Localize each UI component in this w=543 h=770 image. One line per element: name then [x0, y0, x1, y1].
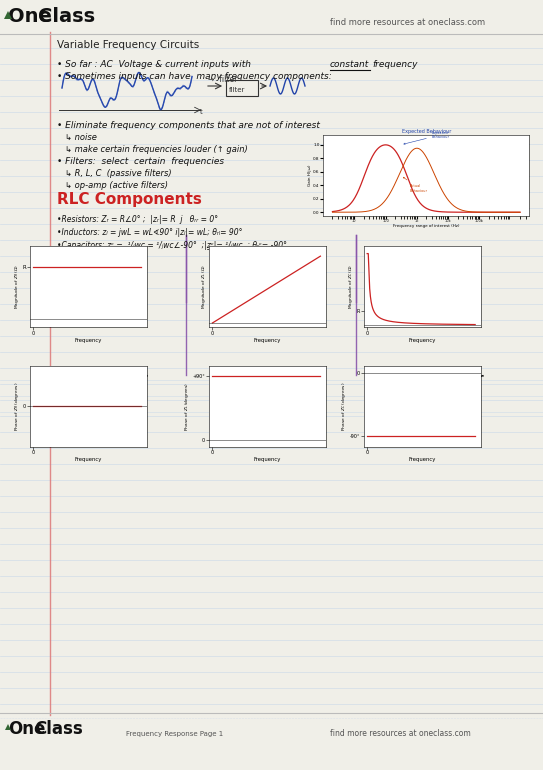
Text: Resistor: Resistor — [87, 372, 149, 385]
Actual Behaviour — [414, 144, 420, 153]
Text: Capacitor: Capacitor — [412, 372, 484, 385]
Y-axis label: Phase of $Z_C$ (degrees): Phase of $Z_C$ (degrees) — [340, 381, 348, 431]
Text: Actual
Behaviour: Actual Behaviour — [403, 177, 428, 193]
Text: RLC Components: RLC Components — [57, 192, 202, 207]
Y-axis label: Magnitude of $Z_L$ (Ω): Magnitude of $Z_L$ (Ω) — [200, 264, 207, 310]
X-axis label: Frequency: Frequency — [74, 457, 102, 462]
Line: Expected Behaviour: Expected Behaviour — [332, 145, 520, 213]
Y-axis label: Phase of $Z_R$ (degrees): Phase of $Z_R$ (degrees) — [14, 381, 22, 431]
Text: find more resources at oneclass.com: find more resources at oneclass.com — [330, 18, 485, 27]
X-axis label: Frequency: Frequency — [254, 337, 281, 343]
Text: →  filter: → filter — [208, 75, 237, 84]
Title: Expected Behaviour: Expected Behaviour — [402, 129, 451, 134]
X-axis label: Frequency: Frequency — [408, 457, 436, 462]
X-axis label: Frequency: Frequency — [408, 337, 436, 343]
Expected Behaviour — [465, 208, 471, 217]
Text: Frequency Response Page 1: Frequency Response Page 1 — [127, 731, 224, 737]
Text: •Inductors: zₗ = jwL = wL∢90° i|zₗ|= wL; θᵣₗ= 90°: •Inductors: zₗ = jwL = wL∢90° i|zₗ|= wL;… — [57, 228, 243, 237]
Text: One: One — [8, 720, 46, 738]
Text: t: t — [200, 109, 203, 115]
Line: Actual Behaviour: Actual Behaviour — [332, 149, 520, 213]
Y-axis label: Magnitude of $Z_R$ (Ω): Magnitude of $Z_R$ (Ω) — [13, 264, 21, 310]
Expected Behaviour — [466, 208, 472, 217]
Expected Behaviour — [391, 145, 397, 154]
X-axis label: Frequency range of interest (Hz): Frequency range of interest (Hz) — [393, 225, 459, 229]
Y-axis label: Gain H(jω): Gain H(jω) — [308, 165, 312, 186]
Text: frequency: frequency — [372, 60, 418, 69]
Y-axis label: Magnitude of $Z_C$ (Ω): Magnitude of $Z_C$ (Ω) — [347, 264, 355, 310]
Expected Behaviour — [329, 207, 336, 216]
Actual Behaviour — [466, 207, 472, 216]
Text: • Filters:  select  certain  frequencies: • Filters: select certain frequencies — [57, 157, 224, 166]
Text: • Eliminate frequency components that are not of interest: • Eliminate frequency components that ar… — [57, 121, 320, 130]
Bar — [226, 80, 258, 96]
Actual Behaviour — [517, 208, 523, 217]
Text: Expected
Behaviour: Expected Behaviour — [404, 131, 450, 144]
Actual Behaviour — [352, 207, 358, 216]
Text: •Capacitors: ẕᶜ =  ¹/ⱼwc = ¹/ⱼwc∠-90°  ;|ẕᶜ|= ¹/ⱼwc  ; θᵣᶜ= -90°: •Capacitors: ẕᶜ = ¹/ⱼwc = ¹/ⱼwc∠-90° ;|ẕ… — [57, 241, 287, 250]
Text: One: One — [8, 7, 52, 26]
Actual Behaviour — [447, 199, 454, 208]
Expected Behaviour — [382, 140, 389, 149]
Text: Class: Class — [38, 7, 95, 26]
Text: • Sometimes inputs can have  many frequency components:: • Sometimes inputs can have many frequen… — [57, 72, 332, 81]
Expected Behaviour — [404, 172, 411, 181]
Text: • So far : AC  Voltage & current inputs with: • So far : AC Voltage & current inputs w… — [57, 60, 257, 69]
Expected Behaviour — [517, 208, 523, 217]
Text: Class: Class — [34, 720, 83, 738]
Text: filter: filter — [229, 87, 245, 93]
Text: ↳ op-amp (active filters): ↳ op-amp (active filters) — [65, 181, 168, 190]
Y-axis label: Phase of $Z_L$ (degrees): Phase of $Z_L$ (degrees) — [183, 382, 191, 430]
Actual Behaviour — [329, 208, 336, 217]
Actual Behaviour — [390, 182, 397, 191]
X-axis label: Frequency: Frequency — [74, 337, 102, 343]
Text: Variable Frequency Circuits: Variable Frequency Circuits — [57, 40, 199, 50]
Text: •Resistors: Zᵣ = R∠0° ;  |zᵣ|= R  j   θᵣᵣ = 0°: •Resistors: Zᵣ = R∠0° ; |zᵣ|= R j θᵣᵣ = … — [57, 215, 218, 224]
Expected Behaviour — [352, 192, 358, 202]
Actual Behaviour — [465, 207, 471, 216]
Text: ↳ make certain frequencies louder (↑ gain): ↳ make certain frequencies louder (↑ gai… — [65, 145, 248, 154]
Text: ↳ noise: ↳ noise — [65, 133, 97, 142]
Expected Behaviour — [447, 207, 454, 216]
Text: Inductor: Inductor — [239, 372, 302, 385]
Text: find more resources at oneclass.com: find more resources at oneclass.com — [330, 729, 471, 738]
X-axis label: Frequency: Frequency — [254, 457, 281, 462]
Text: ↳ R, L, C  (passive filters): ↳ R, L, C (passive filters) — [65, 169, 172, 178]
Text: constant: constant — [330, 60, 369, 69]
Actual Behaviour — [403, 154, 410, 163]
